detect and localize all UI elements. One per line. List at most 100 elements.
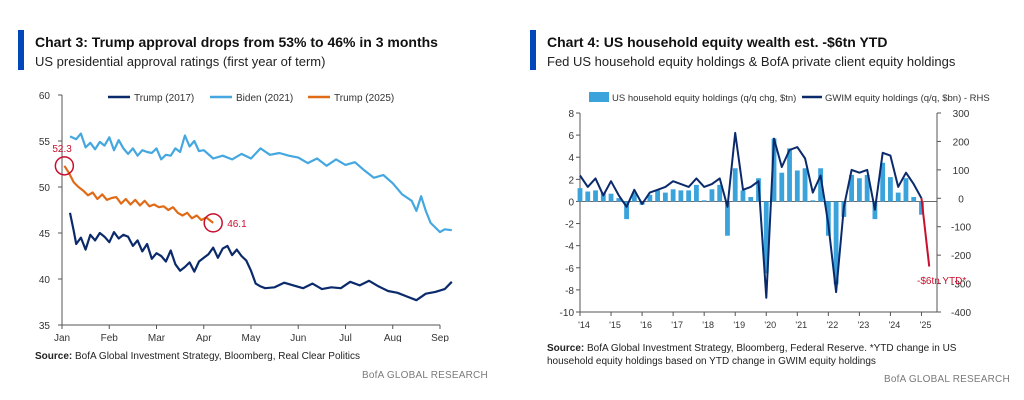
equity-bar (655, 190, 661, 202)
x-tick-label: '25 (920, 320, 932, 330)
y-tick-label: 6 (568, 131, 574, 142)
equity-bar (818, 168, 823, 202)
equity-bar (686, 190, 692, 202)
brand-label: BofA GLOBAL RESEARCH (884, 374, 1010, 385)
equity-bar (895, 192, 901, 202)
y2-tick-label: 200 (953, 137, 970, 148)
equity-wealth-chart: -10 -8 -6 -4 -2 0 2 4 6 8 -400 -300 -200 -100 0 100 200 3… (560, 92, 990, 330)
equity-bar (911, 197, 917, 202)
x-tick-label: '22 (826, 320, 838, 330)
equity-bar (849, 174, 855, 202)
equity-bar (678, 190, 684, 202)
x-tick-label: '19 (733, 320, 745, 330)
brand-label: BofA GLOBAL RESEARCH (362, 370, 488, 381)
annotation-circle (203, 213, 223, 233)
equity-bar (779, 172, 785, 202)
y2-tick-label: 300 (953, 109, 970, 120)
x-tick-label: Aug (384, 333, 402, 342)
equity-bar (662, 192, 668, 202)
x-tick-label: '20 (764, 320, 776, 330)
y2-tick-label: 100 (953, 166, 970, 177)
x-tick-label: '17 (671, 320, 683, 330)
legend-swatch-bars (589, 92, 609, 102)
equity-bar (593, 190, 598, 202)
y-tick-label: 60 (39, 91, 51, 102)
legend-label: Trump (2017) (134, 93, 194, 104)
y-tick-label: 40 (39, 275, 51, 286)
equity-bar (919, 201, 924, 215)
equity-bar (600, 192, 606, 202)
series-line (69, 132, 452, 234)
x-tick-label: '24 (889, 320, 901, 330)
y-tick-label: -10 (560, 308, 575, 319)
right-chart-panel: Chart 4: US household equity wealth est.… (512, 0, 1024, 400)
equity-bar (709, 189, 715, 202)
source-label: Source: (35, 351, 73, 362)
equity-bar (880, 162, 886, 202)
y-tick-label: -6 (565, 264, 574, 275)
x-tick-label: '18 (702, 320, 714, 330)
equity-bar (856, 178, 862, 202)
equity-bar (585, 191, 591, 202)
equity-bar (888, 177, 893, 202)
series-line (63, 165, 214, 224)
equity-bar (725, 201, 730, 236)
equity-bar (740, 190, 746, 202)
equity-bar (864, 174, 870, 202)
equity-bar (631, 192, 637, 202)
legend-label: Biden (2021) (236, 93, 293, 104)
equity-bar (787, 148, 792, 202)
equity-bar (794, 170, 800, 202)
y-tick-label: 55 (39, 137, 51, 148)
equity-bar (694, 184, 699, 202)
equity-bar (810, 200, 816, 202)
x-tick-label: Feb (101, 333, 119, 342)
legend-label: Trump (2025) (334, 93, 394, 104)
y-tick-label: -4 (565, 242, 574, 253)
chart-subtitle: US presidential approval ratings (first … (35, 54, 326, 69)
y-tick-label: -8 (565, 286, 574, 297)
x-tick-label: '16 (640, 320, 652, 330)
source-note: Source: BofA Global Investment Strategy,… (35, 350, 360, 363)
equity-bar (647, 194, 653, 202)
left-chart-panel: Chart 3: Trump approval drops from 53% t… (18, 30, 488, 381)
title-accent-bar (530, 30, 536, 70)
title-accent-bar (18, 30, 24, 70)
equity-bar (608, 193, 614, 202)
x-tick-label: '23 (858, 320, 870, 330)
series-line (68, 212, 453, 302)
y-tick-label: 35 (39, 321, 51, 332)
annotation-circle (54, 156, 75, 176)
equity-bar (763, 201, 769, 274)
y-tick-label: 2 (568, 175, 574, 186)
y2-tick-label: -400 (951, 308, 971, 319)
annotation-label: 46.1 (227, 219, 247, 230)
equity-bar (771, 138, 777, 202)
equity-bar (748, 197, 754, 202)
x-tick-label: Jan (54, 333, 70, 342)
gwim-line (579, 131, 923, 299)
equity-bar (616, 198, 622, 202)
x-tick-label: May (242, 333, 261, 342)
chart-title: Chart 4: US household equity wealth est.… (547, 34, 888, 50)
equity-bar (903, 178, 909, 202)
legend-label: GWIM equity holdings (q/q, $bn) - RHS (825, 93, 990, 104)
equity-bar (624, 201, 629, 220)
x-tick-label: '15 (609, 320, 621, 330)
x-tick-label: Apr (196, 333, 212, 342)
y2-tick-label: -100 (951, 223, 971, 234)
annotation-label: 52.3 (52, 144, 72, 155)
source-label: Source: (547, 343, 585, 354)
chart-subtitle: Fed US household equity holdings & BofA … (547, 54, 956, 69)
equity-bar (717, 184, 723, 202)
chart-title: Chart 3: Trump approval drops from 53% t… (35, 34, 438, 50)
equity-bar (802, 168, 808, 202)
x-tick-label: '21 (795, 320, 807, 330)
x-tick-label: Jun (290, 333, 306, 342)
equity-bar (701, 200, 707, 202)
source-text-continued: household equity holdings based on YTD c… (547, 356, 876, 367)
legend-label: US household equity holdings (q/q chg, $… (612, 93, 796, 104)
x-tick-label: '14 (578, 320, 590, 330)
y-tick-label: 8 (568, 109, 574, 120)
equity-bar (833, 201, 839, 285)
